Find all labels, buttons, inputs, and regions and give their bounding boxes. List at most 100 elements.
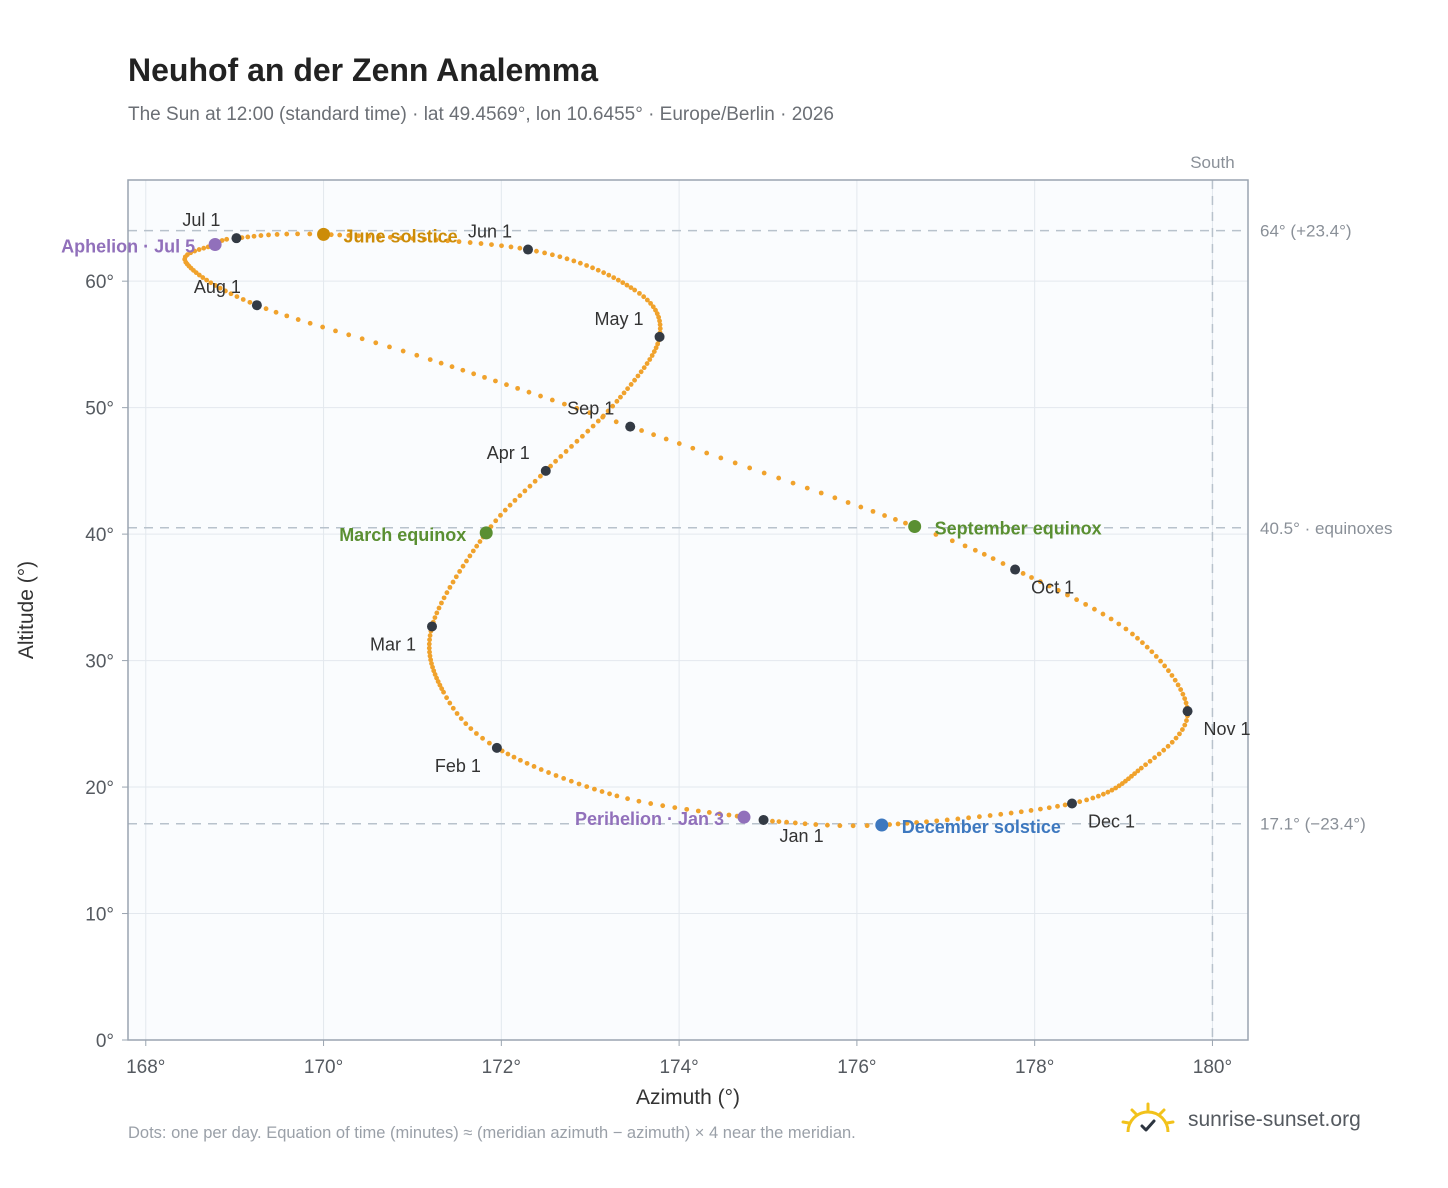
x-tick-label: 174°	[659, 1057, 698, 1078]
daily-dot	[647, 357, 653, 362]
event-marker-dot	[208, 238, 222, 251]
daily-dot	[508, 244, 514, 250]
event-marker-label: Perihelion · Jan 3	[575, 809, 724, 829]
daily-dot	[1116, 783, 1122, 789]
daily-dot	[770, 818, 775, 824]
daily-dot	[247, 299, 253, 305]
daily-dot	[356, 233, 361, 239]
daily-dot	[460, 367, 466, 373]
daily-dot	[553, 773, 559, 778]
daily-dot	[445, 238, 451, 244]
x-axis-title: Azimuth (°)	[636, 1086, 740, 1109]
daily-dot	[625, 796, 630, 802]
daily-dot	[1175, 682, 1181, 688]
daily-dot	[1100, 791, 1106, 797]
month-marker-dot	[491, 742, 502, 753]
daily-dot	[641, 365, 647, 371]
daily-dot	[429, 661, 434, 666]
daily-dot	[224, 236, 230, 242]
daily-dot	[933, 532, 939, 537]
month-marker-label: Apr 1	[487, 443, 530, 463]
daily-dot	[1084, 797, 1090, 803]
daily-dot	[1184, 718, 1189, 723]
daily-dot	[614, 793, 620, 799]
daily-dot	[373, 340, 379, 346]
daily-dot	[447, 700, 453, 706]
daily-dot	[1037, 579, 1043, 585]
daily-dot	[1105, 789, 1111, 795]
daily-sun-positions	[182, 231, 1190, 829]
daily-dot	[426, 645, 432, 651]
daily-dot	[1153, 654, 1159, 659]
month-marker-label: Dec 1	[1088, 812, 1135, 832]
daily-dot	[458, 716, 464, 722]
event-marker-dot	[479, 526, 493, 540]
daily-dot	[632, 287, 638, 293]
daily-dot	[307, 320, 313, 326]
daily-dot	[990, 556, 996, 562]
daily-dot	[427, 637, 432, 643]
daily-dot	[639, 428, 644, 433]
daily-dot	[657, 326, 663, 331]
daily-dot	[387, 234, 393, 240]
daily-dot	[624, 282, 630, 288]
daily-dot	[1180, 691, 1186, 697]
daily-dot	[614, 398, 620, 404]
daily-dot	[837, 823, 843, 829]
month-marker-label: Oct 1	[1031, 578, 1074, 598]
event-marker-label: Aphelion · Jul 5	[61, 237, 195, 257]
daily-dot	[240, 297, 246, 302]
month-marker-dot	[231, 233, 242, 244]
daily-dot	[1092, 606, 1097, 612]
y-tick-label: 0°	[96, 1031, 114, 1052]
plot-border	[127, 179, 1249, 1041]
daily-dot	[592, 786, 597, 792]
daily-dot	[468, 726, 474, 732]
daily-dot	[790, 480, 796, 486]
daily-dot	[632, 377, 637, 383]
daily-dot	[981, 551, 987, 557]
daily-dot	[307, 231, 313, 237]
chart-title: Neuhof an der Zenn Analemma	[128, 52, 598, 88]
daily-dot	[944, 817, 950, 823]
event-marker-dot	[875, 818, 889, 832]
daily-dot	[1109, 787, 1115, 793]
brand[interactable]: sunrise-sunset.org	[1120, 1102, 1361, 1138]
daily-dot	[493, 518, 499, 524]
daily-dot	[1065, 592, 1070, 598]
y-tick-label: 30°	[85, 652, 114, 673]
daily-dot	[657, 322, 663, 328]
daily-dot	[1166, 668, 1171, 674]
daily-dot	[672, 805, 678, 811]
daily-dot	[962, 543, 968, 549]
daily-dot	[263, 306, 269, 312]
horizontal-reference-label: 17.1° (−23.4°)	[1260, 815, 1366, 834]
daily-dot	[204, 277, 210, 283]
daily-dot	[542, 250, 547, 256]
daily-dot	[200, 275, 206, 280]
y-tick-label: 50°	[85, 399, 114, 420]
daily-dot	[234, 294, 240, 300]
daily-dot	[887, 822, 893, 827]
daily-dot	[1138, 765, 1144, 771]
month-marker-label: Jan 1	[780, 826, 824, 846]
daily-dot	[792, 820, 798, 826]
daily-dot	[577, 260, 583, 266]
daily-dot	[498, 512, 503, 518]
daily-dot	[1108, 616, 1114, 622]
daily-dot	[1172, 677, 1178, 683]
daily-dot	[463, 721, 469, 727]
daily-dot	[537, 473, 543, 479]
brand-label[interactable]: sunrise-sunset.org	[1188, 1108, 1361, 1131]
y-axis-title: Altitude (°)	[15, 561, 38, 659]
daily-dot	[845, 500, 851, 505]
month-marker-dot	[1182, 706, 1193, 717]
daily-dot	[590, 423, 596, 429]
x-tick-label: 180°	[1193, 1057, 1232, 1078]
daily-dot	[966, 815, 972, 821]
daily-dot	[870, 508, 876, 514]
daily-dot	[924, 819, 929, 825]
daily-dot	[486, 740, 492, 746]
daily-dot	[295, 317, 301, 322]
month-marker-label: Mar 1	[370, 634, 416, 654]
